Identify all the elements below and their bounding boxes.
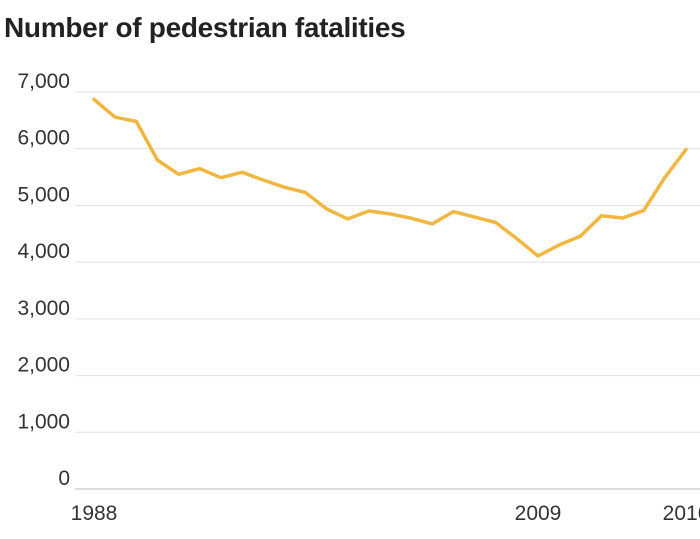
y-tick-label-7000: 7,000 (17, 70, 70, 93)
x-tick-label-1988: 1988 (71, 502, 118, 525)
y-axis-labels: 0 1,000 2,000 3,000 4,000 5,000 6,000 7,000 (17, 70, 70, 490)
x-tick-label-2009: 2009 (515, 502, 562, 525)
y-tick-label-2000: 2,000 (17, 354, 70, 377)
chart-title: Number of pedestrian fatalities (4, 12, 406, 43)
gridlines (75, 91, 700, 490)
series-line-0 (92, 97, 688, 258)
x-tick-label-2016: 2016 (663, 502, 700, 525)
y-tick-label-6000: 6,000 (17, 127, 70, 150)
series-group (92, 97, 688, 258)
y-tick-label-4000: 4,000 (17, 240, 70, 263)
y-tick-label-3000: 3,000 (17, 297, 70, 320)
y-tick-label-5000: 5,000 (17, 183, 70, 206)
x-axis-labels: 1988 2009 2016 (71, 502, 700, 525)
y-tick-label-1000: 1,000 (17, 410, 70, 433)
y-tick-label-0: 0 (58, 467, 70, 490)
